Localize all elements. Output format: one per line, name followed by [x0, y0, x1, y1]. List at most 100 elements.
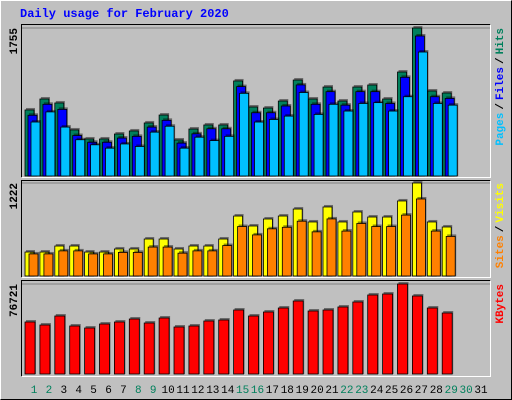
legend-separator: /: [495, 57, 507, 64]
bar: [149, 131, 160, 177]
bar: [188, 325, 200, 375]
bar: [382, 293, 394, 375]
bar: [326, 218, 337, 277]
legend: KBytes: [495, 284, 507, 324]
x-tick-label: 22: [340, 385, 353, 397]
bar: [371, 226, 382, 277]
bar: [218, 319, 230, 375]
bar: [337, 306, 349, 375]
x-tick-label: 27: [415, 385, 428, 397]
bar: [164, 125, 175, 177]
x-tick-label: 31: [474, 385, 488, 397]
bar: [386, 226, 397, 277]
x-tick-label: 11: [176, 385, 190, 397]
bar: [128, 318, 140, 375]
y-tick-label: 1755: [9, 28, 21, 55]
bar: [54, 315, 66, 375]
legend-entry: Files: [495, 67, 507, 100]
bar: [233, 309, 245, 375]
bar: [281, 226, 292, 277]
bar: [426, 307, 438, 375]
x-tick-label: 30: [459, 385, 472, 397]
x-tick-label: 23: [355, 385, 368, 397]
bar: [328, 103, 339, 177]
x-tick-label: 18: [281, 385, 294, 397]
bar: [268, 119, 279, 177]
bar: [99, 323, 110, 375]
bar: [209, 140, 220, 177]
bar: [143, 322, 155, 375]
plot-bevel-light: [21, 24, 491, 178]
bar: [411, 295, 423, 375]
bar: [367, 294, 379, 375]
legend: Pages / Files / Hits: [495, 28, 507, 146]
bar: [45, 111, 56, 177]
bar: [177, 252, 188, 277]
x-tick-label: 7: [120, 385, 127, 397]
bar: [343, 110, 354, 177]
bar: [307, 310, 319, 375]
bar: [296, 220, 307, 277]
bar: [430, 230, 441, 277]
bar: [311, 231, 322, 277]
bar: [73, 250, 84, 277]
bar: [158, 317, 170, 375]
bar: [224, 135, 235, 177]
bar: [207, 250, 218, 277]
bar: [403, 96, 413, 177]
bar: [60, 126, 71, 177]
bar: [397, 283, 408, 375]
legend-entry: Hits: [495, 28, 507, 54]
plot-bevel-dark: [21, 24, 491, 178]
x-tick-label: 17: [266, 385, 279, 397]
x-tick-label: 10: [161, 385, 174, 397]
bar: [388, 110, 399, 177]
bar: [105, 147, 115, 177]
legend-entry: KBytes: [495, 284, 507, 324]
bar: [277, 307, 289, 375]
bar: [103, 253, 113, 277]
bar: [447, 104, 458, 177]
x-tick-label: 16: [251, 385, 264, 397]
bar: [69, 325, 81, 375]
bar: [432, 103, 443, 177]
x-tick-label: 2: [46, 385, 53, 397]
bar: [262, 311, 274, 375]
bar: [192, 250, 203, 277]
plot-bevel-light: [21, 180, 491, 278]
legend-entry: Sites: [495, 235, 507, 268]
x-tick-label: 15: [236, 385, 249, 397]
bar: [254, 121, 264, 177]
bar: [313, 114, 324, 177]
legend-entry: Visits: [495, 183, 507, 223]
x-tick-label: 28: [430, 385, 443, 397]
bar: [239, 92, 250, 177]
bar: [134, 146, 145, 177]
bar: [237, 226, 248, 277]
x-tick-label: 12: [191, 385, 204, 397]
bar: [341, 230, 352, 277]
plot-bevel-dark: [21, 280, 491, 377]
bar: [28, 253, 39, 277]
x-tick-label: 9: [150, 385, 157, 397]
bar: [179, 147, 190, 177]
bar: [298, 92, 309, 177]
bar: [90, 144, 100, 177]
x-tick-label: 4: [75, 385, 82, 397]
bar: [114, 321, 125, 375]
x-tick-label: 20: [310, 385, 323, 397]
bar: [30, 121, 41, 177]
x-tick-label: 6: [105, 385, 112, 397]
bar: [43, 253, 54, 277]
bar: [58, 250, 69, 277]
x-tick-label: 1: [31, 385, 38, 397]
bar: [373, 102, 384, 177]
legend-separator: /: [495, 103, 507, 110]
x-tick-label: 14: [221, 385, 235, 397]
legend: Sites / Visits: [495, 183, 507, 268]
bar: [173, 326, 185, 375]
x-tick-label: 25: [385, 385, 398, 397]
x-tick-label: 21: [325, 385, 339, 397]
x-tick-label: 13: [206, 385, 219, 397]
